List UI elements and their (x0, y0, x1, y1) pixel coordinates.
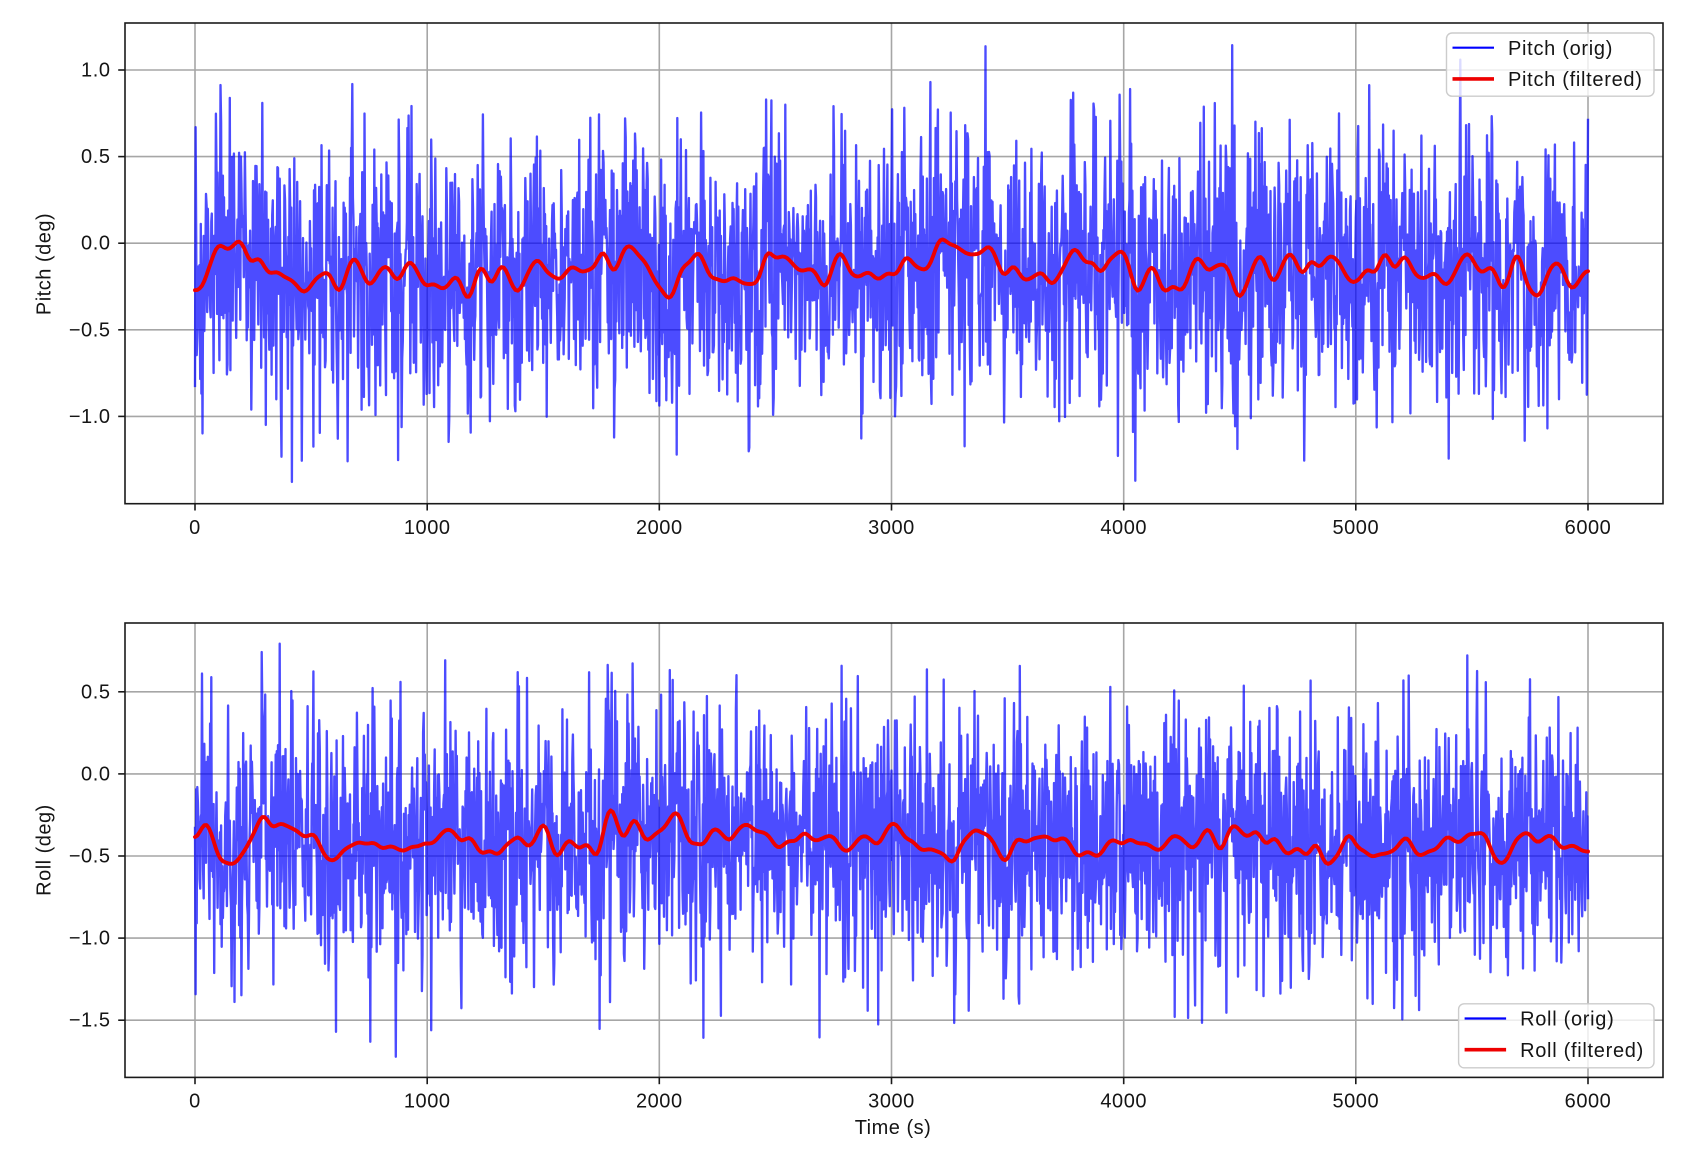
svg-text:3000: 3000 (868, 517, 915, 539)
svg-text:2000: 2000 (636, 517, 683, 539)
svg-text:−0.5: −0.5 (69, 319, 111, 341)
svg-text:Pitch (orig): Pitch (orig) (1508, 38, 1613, 60)
svg-text:0.5: 0.5 (81, 146, 110, 168)
svg-text:3000: 3000 (868, 1091, 915, 1113)
svg-text:0.0: 0.0 (81, 233, 110, 255)
svg-text:4000: 4000 (1100, 517, 1147, 539)
svg-text:0.0: 0.0 (81, 763, 110, 785)
svg-text:5000: 5000 (1332, 1091, 1379, 1113)
svg-text:1000: 1000 (404, 517, 451, 539)
svg-text:−0.5: −0.5 (69, 846, 111, 868)
svg-text:Roll (orig): Roll (orig) (1520, 1009, 1614, 1031)
svg-text:−1.5: −1.5 (69, 1010, 111, 1032)
svg-text:1.0: 1.0 (81, 60, 110, 82)
svg-text:−1.0: −1.0 (69, 928, 111, 950)
svg-text:4000: 4000 (1100, 1091, 1147, 1113)
svg-text:Time (s): Time (s) (855, 1117, 932, 1139)
svg-text:Pitch (filtered): Pitch (filtered) (1508, 69, 1643, 91)
svg-text:6000: 6000 (1565, 517, 1612, 539)
svg-text:0.5: 0.5 (81, 681, 110, 703)
svg-text:2000: 2000 (636, 1091, 683, 1113)
svg-text:Roll (deg): Roll (deg) (34, 804, 56, 896)
svg-text:−1.0: −1.0 (69, 406, 111, 428)
svg-text:Pitch (deg): Pitch (deg) (34, 213, 56, 315)
svg-text:5000: 5000 (1332, 517, 1379, 539)
svg-text:Roll (filtered): Roll (filtered) (1520, 1040, 1644, 1062)
svg-text:6000: 6000 (1565, 1091, 1612, 1113)
svg-text:1000: 1000 (404, 1091, 451, 1113)
svg-text:0: 0 (189, 1091, 201, 1113)
svg-text:0: 0 (189, 517, 201, 539)
